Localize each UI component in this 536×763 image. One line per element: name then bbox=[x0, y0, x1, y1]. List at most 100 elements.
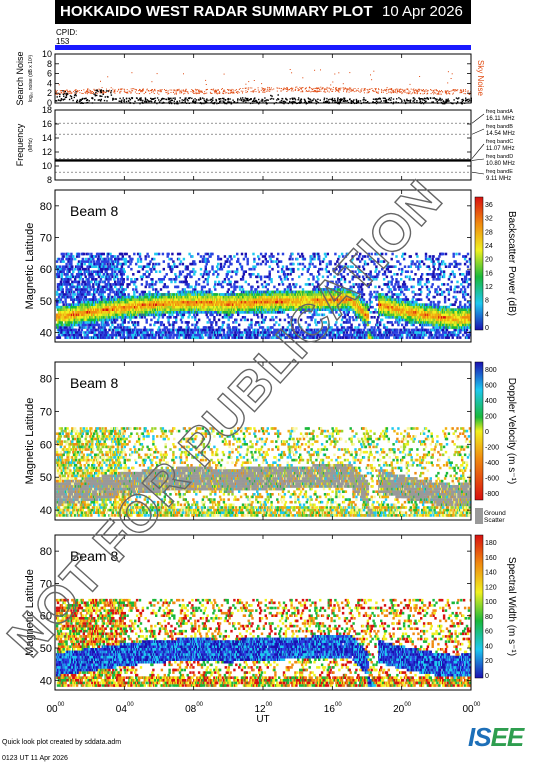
search-noise-point bbox=[154, 101, 156, 103]
heatmap-cell bbox=[201, 336, 205, 339]
search-noise-point bbox=[271, 95, 273, 97]
sky-noise-point bbox=[87, 91, 89, 93]
sky-noise-point bbox=[58, 84, 60, 86]
heatmap-cell bbox=[226, 326, 229, 329]
sky-noise-point bbox=[67, 90, 69, 92]
search-noise-point bbox=[390, 97, 392, 99]
heatmap-cell bbox=[120, 278, 124, 281]
heatmap-cell bbox=[199, 308, 203, 311]
heatmap-cell bbox=[96, 252, 100, 256]
heatmap-cell bbox=[146, 252, 149, 256]
search-noise-point bbox=[110, 94, 113, 96]
heatmap-cell bbox=[244, 270, 247, 273]
search-noise-point bbox=[468, 100, 471, 102]
heatmap-cell bbox=[202, 273, 206, 276]
heatmap-cell bbox=[229, 280, 232, 284]
sky-noise-point bbox=[435, 89, 437, 91]
heatmap-cell bbox=[142, 293, 145, 296]
search-noise-point bbox=[254, 100, 256, 102]
heatmap-cell bbox=[70, 262, 73, 266]
heatmap-cell bbox=[109, 262, 112, 266]
heatmap-cell bbox=[71, 283, 74, 286]
sky-noise-point bbox=[311, 88, 312, 90]
sky-noise-point bbox=[247, 89, 249, 91]
heatmap-cell bbox=[150, 318, 153, 322]
heatmap-cell bbox=[88, 283, 91, 286]
sky-noise-point bbox=[368, 88, 370, 90]
heatmap-cell bbox=[228, 326, 231, 329]
sky-noise-point bbox=[195, 93, 197, 95]
sky-noise-point bbox=[173, 90, 175, 92]
heatmap-cell bbox=[59, 280, 63, 284]
sky-noise-point bbox=[159, 90, 161, 92]
heatmap-cell bbox=[111, 303, 114, 306]
heatmap-cell bbox=[89, 265, 92, 268]
sky-noise-point bbox=[397, 90, 399, 92]
sky-noise-point bbox=[200, 91, 202, 93]
heatmap-cell bbox=[80, 265, 84, 268]
heatmap-cell bbox=[104, 265, 107, 268]
sky-noise-point bbox=[114, 89, 116, 91]
sky-noise-point bbox=[222, 92, 224, 94]
heatmap-cell bbox=[191, 303, 194, 306]
sky-noise-point bbox=[216, 92, 218, 94]
sky-noise-point bbox=[262, 91, 264, 93]
sky-noise-point bbox=[448, 91, 450, 93]
sky-noise-point bbox=[276, 87, 278, 89]
heatmap-cell bbox=[195, 336, 198, 339]
heatmap-cell bbox=[95, 265, 98, 268]
heatmap-cell bbox=[170, 280, 173, 284]
heatmap-cell bbox=[137, 328, 141, 332]
search-noise-point bbox=[407, 100, 410, 102]
sky-noise-point bbox=[376, 92, 377, 93]
sky-noise-point bbox=[226, 92, 228, 94]
search-noise-point bbox=[167, 97, 170, 99]
sky-noise-point bbox=[399, 91, 401, 93]
sky-noise-point bbox=[401, 88, 403, 90]
search-noise-point bbox=[305, 103, 307, 105]
search-noise-point bbox=[289, 98, 291, 100]
freq-band-label: freq bandA bbox=[486, 109, 513, 115]
heatmap-cell bbox=[66, 288, 69, 291]
sky-noise-point bbox=[335, 88, 337, 90]
heatmap-cell bbox=[238, 323, 241, 327]
search-noise-point bbox=[100, 98, 102, 101]
sky-noise-point bbox=[337, 90, 339, 92]
sky-noise-point bbox=[419, 89, 421, 91]
sky-noise-point bbox=[173, 89, 175, 91]
search-noise-point bbox=[242, 97, 244, 99]
heatmap-cell bbox=[119, 331, 123, 334]
sky-noise-point bbox=[159, 89, 161, 91]
sky-noise-point bbox=[229, 92, 231, 94]
heatmap-cell bbox=[135, 316, 138, 319]
heatmap-cell bbox=[77, 288, 81, 291]
sky-noise-point bbox=[277, 87, 279, 89]
heatmap-cell bbox=[113, 333, 116, 337]
heatmap-cell bbox=[238, 328, 241, 332]
heatmap-cell bbox=[178, 270, 182, 273]
heatmap-cell bbox=[68, 333, 71, 337]
sky-noise-point bbox=[401, 93, 403, 95]
sky-noise-point bbox=[211, 92, 213, 94]
sky-noise-point bbox=[76, 91, 78, 93]
heatmap-cell bbox=[134, 321, 137, 324]
search-noise-point bbox=[315, 99, 317, 101]
sky-noise-point bbox=[102, 92, 104, 94]
heatmap-cell bbox=[179, 273, 183, 276]
sky-noise-point bbox=[234, 89, 236, 91]
heatmap-cell bbox=[217, 283, 220, 286]
heatmap-cell bbox=[178, 280, 182, 284]
heatmap-cell bbox=[158, 336, 162, 339]
sky-noise-point bbox=[417, 90, 419, 92]
sky-noise-point bbox=[286, 87, 288, 89]
heatmap-cell bbox=[136, 321, 140, 324]
sky-noise-point bbox=[112, 88, 114, 90]
heatmap-cell bbox=[229, 331, 232, 334]
heatmap-cell bbox=[88, 275, 91, 279]
sky-noise-point bbox=[390, 88, 392, 90]
heatmap-cell bbox=[181, 293, 185, 296]
sky-noise-point bbox=[444, 90, 446, 92]
heatmap-cell bbox=[195, 323, 198, 327]
sky-noise-point bbox=[423, 89, 424, 91]
heatmap-cell bbox=[172, 328, 175, 332]
